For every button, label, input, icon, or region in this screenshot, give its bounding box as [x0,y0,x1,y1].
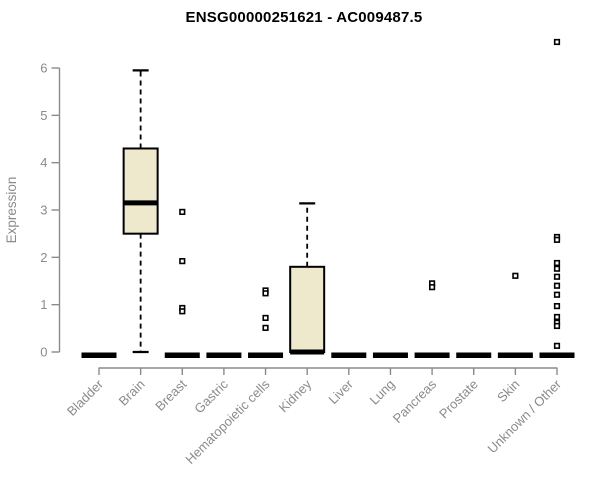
box-kidney [289,265,326,353]
x-label-breast: Breast [152,376,189,413]
x-label-gastric: Gastric [191,376,231,416]
outlier-pancreas-1 [428,284,436,291]
y-axis-title: Expression [4,177,19,244]
y-tick-label-0: 0 [40,345,47,360]
x-label-kidney: Kidney [276,376,315,415]
outlier-unknown-other-5 [553,273,561,280]
flat-bar-unknown-other [539,352,575,358]
y-tick-label-6: 6 [40,61,47,76]
y-tick-label-2: 2 [40,250,47,265]
x-label-brain: Brain [116,377,148,409]
outlier-unknown-other-9 [553,313,561,321]
x-label-liver: Liver [325,376,356,407]
x-label-pancreas: Pancreas [390,376,440,426]
flat-bar-liver [331,352,367,358]
outlier-breast-3 [179,308,186,315]
y-tick-label-4: 4 [40,155,47,170]
y-tick-label-1: 1 [40,297,47,312]
outlier-unknown-other-11 [553,322,561,330]
outlier-unknown-other-12 [553,342,561,349]
chart-title: ENSG00000251621 - AC009487.5 [185,9,423,26]
flat-bar-skin [497,352,533,358]
flat-bar-gastric [206,352,242,358]
x-label-unknown-other: Unknown / Other [485,376,565,456]
box-brain [122,147,159,235]
x-label-skin: Skin [494,377,522,405]
outlier-unknown-other-7 [553,291,561,298]
outlier-unknown-other-8 [553,302,561,310]
flat-bar-hematopoietic-cells [248,352,284,358]
outlier-unknown-other-2 [553,236,561,243]
flat-bar-prostate [456,352,492,358]
flat-bar-breast [164,352,200,358]
x-label-lung: Lung [367,377,398,408]
x-label-bladder: Bladder [64,376,107,419]
outlier-breast-0 [179,208,186,216]
y-tick-label-5: 5 [40,108,47,123]
outlier-hematopoietic-cells-2 [262,314,269,322]
outlier-hematopoietic-cells-1 [262,290,269,297]
outlier-unknown-other-6 [553,282,561,289]
outlier-unknown-other-4 [553,265,561,272]
outlier-hematopoietic-cells-3 [262,324,269,331]
x-label-prostate: Prostate [436,377,481,422]
flat-bar-lung [372,352,408,358]
y-tick-label-3: 3 [40,203,47,218]
outlier-skin-0 [512,272,519,279]
outlier-unknown-other-3 [553,259,561,267]
flat-bar-bladder [81,352,117,358]
outlier-unknown-other-0 [553,38,561,46]
outlier-breast-1 [179,258,186,265]
flat-bar-pancreas [414,352,450,358]
